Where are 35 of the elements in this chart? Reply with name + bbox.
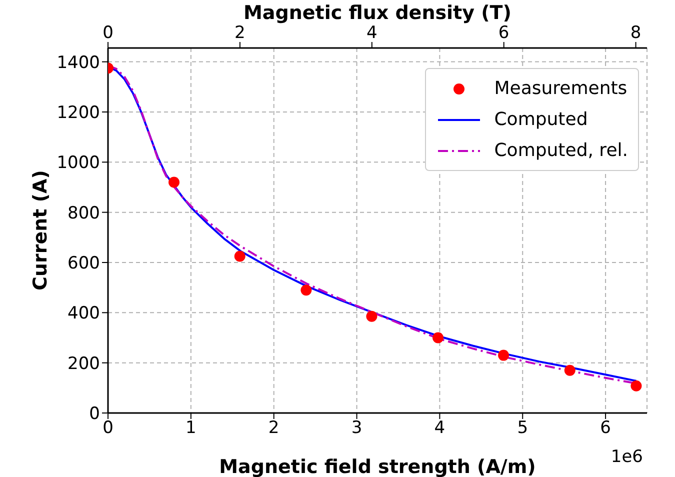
x2-tick-label: 4 xyxy=(366,23,378,43)
legend-label: Measurements xyxy=(494,78,628,99)
x2-tick-label: 6 xyxy=(498,23,510,43)
x2-axis-title: Magnetic flux density (T) xyxy=(244,2,512,24)
point xyxy=(432,332,444,344)
y-tick-label: 800 xyxy=(68,203,100,224)
x-axis-title: Magnetic field strength (A/m) xyxy=(219,456,536,477)
y-tick-label: 1000 xyxy=(56,153,100,174)
x2-tick-label: 2 xyxy=(234,23,246,43)
point xyxy=(630,380,642,392)
y-axis-title: Current (A) xyxy=(30,170,52,290)
x-tick-label: 5 xyxy=(517,418,528,438)
y-tick-label: 600 xyxy=(68,254,100,274)
point xyxy=(168,176,180,188)
x-tick-label: 6 xyxy=(600,418,611,438)
y-tick-label: 0 xyxy=(89,404,100,424)
y-tick-label: 200 xyxy=(68,354,100,374)
legend-label: Computed xyxy=(494,109,588,130)
point xyxy=(366,310,378,322)
x-tick-label: 0 xyxy=(102,418,114,438)
y-tick-label: 1400 xyxy=(56,52,100,73)
text: 1e6 xyxy=(610,447,643,467)
x-tick-label: 2 xyxy=(268,418,280,438)
point xyxy=(300,284,312,296)
legend-label: Computed, rel. xyxy=(494,140,628,161)
y-tick-label: 1200 xyxy=(56,103,100,124)
x-tick-label: 4 xyxy=(434,418,446,438)
y-tick-label: 400 xyxy=(68,304,100,324)
x2-tick-label: 8 xyxy=(630,23,642,43)
point xyxy=(498,350,510,361)
x-tick-label: 3 xyxy=(351,418,362,438)
point xyxy=(564,364,576,376)
x-tick-label: 1 xyxy=(186,418,196,438)
point xyxy=(234,250,246,262)
x2-tick-label: 0 xyxy=(102,23,114,43)
